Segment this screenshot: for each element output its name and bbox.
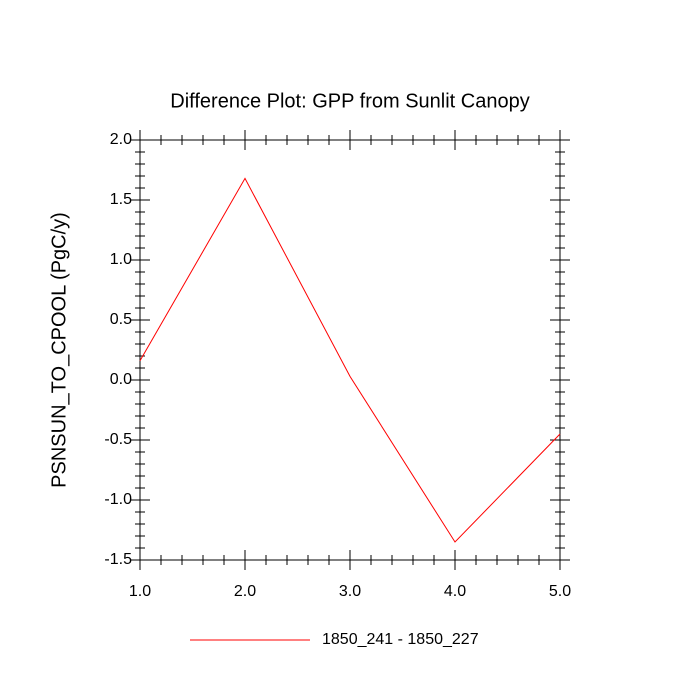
y-tick-label: -0.5 — [104, 431, 132, 448]
x-tick-label: 1.0 — [129, 583, 151, 600]
y-tick-label: 1.0 — [110, 251, 132, 268]
y-tick-label: -1.5 — [104, 551, 132, 568]
y-axis-label: PSNSUN_TO_CPOOL (PgC/y) — [48, 212, 70, 488]
x-tick-label: 5.0 — [549, 583, 571, 600]
x-tick-label: 4.0 — [444, 583, 466, 600]
y-tick-label: 1.5 — [110, 191, 132, 208]
chart-title: Difference Plot: GPP from Sunlit Canopy — [170, 90, 529, 112]
y-tick-label: -1.0 — [104, 491, 132, 508]
y-tick-label: 0.0 — [110, 371, 132, 388]
data-line — [139, 177, 561, 543]
plot-frame — [139, 139, 561, 561]
y-tick-label: 0.5 — [110, 311, 132, 328]
y-tick-label: 2.0 — [110, 131, 132, 148]
x-tick-label: 3.0 — [339, 583, 361, 600]
x-tick-label: 2.0 — [234, 583, 256, 600]
legend-label: 1850_241 - 1850_227 — [322, 631, 479, 648]
